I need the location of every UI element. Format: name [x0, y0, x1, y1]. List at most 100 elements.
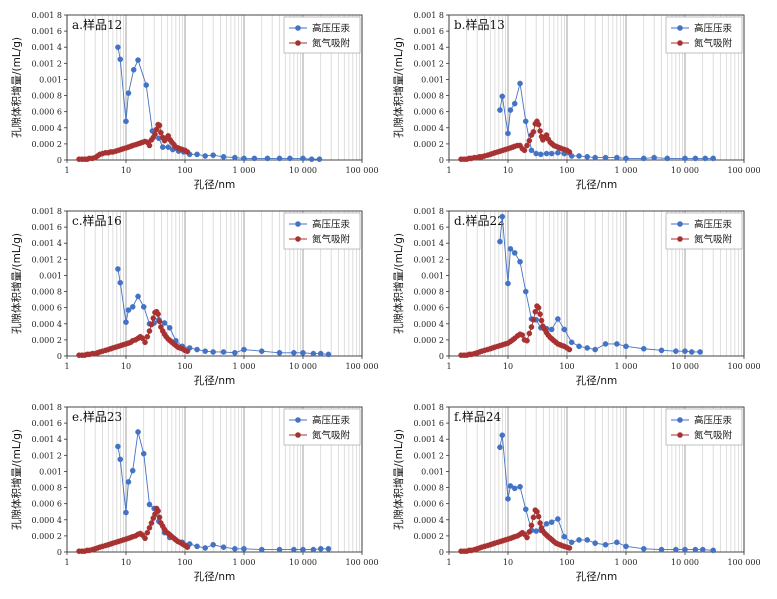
data-point [640, 545, 647, 552]
data-point [300, 349, 306, 356]
data-point [505, 280, 511, 287]
data-point [592, 540, 598, 546]
x-axis-label: 孔径/nm [576, 570, 617, 583]
plot-frame [66, 14, 363, 161]
data-point [232, 349, 238, 356]
data-point [308, 156, 315, 162]
data-point [658, 546, 665, 553]
y-tick-label: 0.001 8 [31, 403, 62, 412]
data-point [497, 444, 503, 451]
data-point [264, 155, 271, 162]
data-point [526, 330, 533, 337]
y-tick-label: 0.001 8 [31, 11, 62, 20]
y-tick-label: 0.000 8 [31, 484, 62, 493]
x-tick-label: 1 [64, 558, 69, 567]
data-point [155, 311, 161, 317]
data-point [194, 543, 200, 550]
series-line [499, 435, 714, 551]
y-axis-label: 孔隙体积增量/(mL/g) [392, 429, 405, 530]
data-point [165, 144, 172, 150]
y-tick-label: 0.000 6 [31, 304, 62, 313]
data-point [146, 525, 153, 531]
data-point [123, 118, 129, 125]
legend-marker [295, 432, 301, 438]
data-point [697, 349, 703, 355]
x-tick-label: 100 [177, 166, 192, 175]
data-point [511, 100, 518, 107]
x-tick-label: 100 000 [345, 166, 378, 175]
x-tick-label: 10 000 [289, 166, 317, 175]
data-point [710, 155, 716, 162]
y-tick-label: 0.000 2 [31, 336, 62, 345]
y-tick-label: 0.001 4 [413, 435, 444, 444]
y-tick-label: 0.001 2 [413, 255, 444, 264]
chart-panel-3: 0 0.000 2 0.000 4 0.000 6 0.000 8 0.001 0.001 … [10, 207, 379, 387]
y-axis-label: 孔隙体积增量/(mL/g) [10, 37, 23, 138]
x-tick-label: 10 [121, 166, 131, 175]
y-tick-label: 0 [439, 352, 444, 361]
data-point [232, 154, 238, 161]
data-point [220, 349, 227, 355]
y-tick-label: 0 [57, 352, 62, 361]
data-point [241, 155, 247, 162]
y-tick-label: 0.000 8 [413, 92, 444, 101]
data-point [310, 546, 317, 553]
data-point [530, 129, 537, 135]
data-point [497, 107, 503, 113]
series-nitrogen [76, 505, 191, 554]
data-point [148, 321, 155, 328]
data-point [210, 349, 216, 355]
x-tick-label: 1 000 [615, 166, 638, 175]
panel-title: b.样品13 [454, 17, 505, 32]
data-point [522, 288, 529, 295]
y-tick-label: 0.000 4 [413, 516, 444, 525]
series-mercury [115, 44, 323, 162]
y-tick-label: 0.000 8 [413, 484, 444, 493]
data-point [505, 130, 511, 137]
y-tick-label: 0.001 6 [31, 223, 62, 232]
data-point [651, 154, 657, 161]
data-point [194, 151, 200, 158]
legend-marker [295, 40, 301, 46]
data-point [142, 339, 148, 346]
data-point [584, 537, 591, 543]
x-axis-label: 孔径/nm [194, 570, 235, 583]
data-point [623, 155, 629, 162]
y-tick-label: 0.001 6 [413, 419, 444, 428]
y-axis-label: 孔隙体积增量/(mL/g) [10, 233, 23, 334]
data-point [517, 258, 523, 265]
data-point [146, 328, 153, 334]
x-axis-label: 孔径/nm [194, 374, 235, 387]
y-tick-label: 0.001 8 [413, 11, 444, 20]
data-point [517, 483, 523, 490]
x-tick-label: 100 000 [727, 166, 760, 175]
data-point [142, 535, 148, 542]
x-tick-label: 1 [446, 362, 451, 371]
data-point [507, 107, 514, 113]
data-point [537, 311, 543, 317]
data-point [125, 307, 132, 313]
data-point [276, 155, 283, 162]
data-point [505, 496, 511, 502]
data-point [566, 149, 573, 155]
y-tick-label: 0.001 6 [413, 223, 444, 232]
plot-frame [66, 210, 363, 357]
data-point [534, 508, 540, 515]
data-point [521, 147, 528, 154]
data-point [184, 544, 191, 550]
x-axis-label: 孔径/nm [194, 178, 235, 191]
data-point [623, 343, 629, 350]
data-point [548, 326, 555, 333]
data-point [202, 153, 209, 159]
y-tick-label: 0.000 2 [413, 336, 444, 345]
legend-label: 氮气吸附 [312, 430, 351, 442]
data-point [210, 541, 216, 548]
data-point [511, 485, 518, 492]
data-point [535, 121, 542, 128]
y-tick-label: 0.001 8 [413, 403, 444, 412]
data-point [258, 546, 265, 553]
y-tick-label: 0.001 [421, 467, 444, 476]
